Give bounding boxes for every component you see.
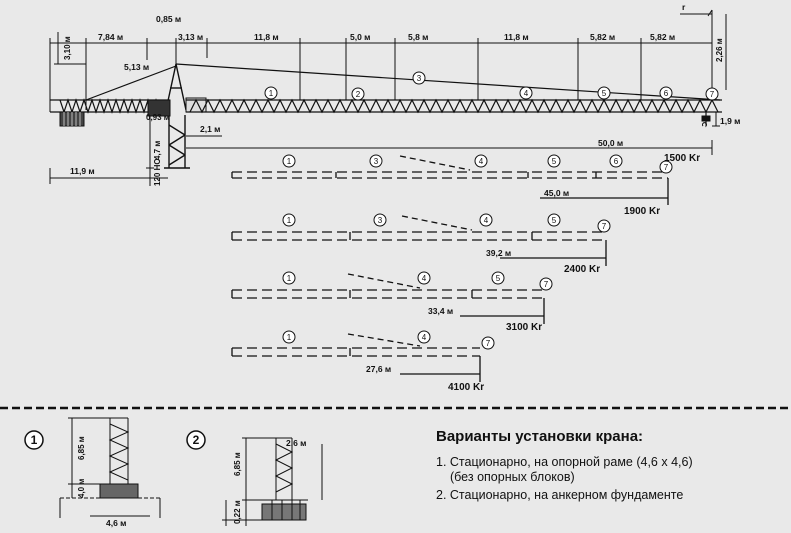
variant-2-markers: 1 3 4 5 7 [282,213,611,233]
counterweight [59,111,85,127]
dim-label: 6,85 м [233,452,242,476]
segment-marker: 7 [705,87,719,101]
segment-label: 5 [552,157,557,166]
dim-label: 5,82 м [650,32,675,42]
segment-marker: 1 [264,86,278,100]
segment-label: 1 [287,216,292,225]
segment-label: 5 [602,89,607,98]
reach-label: 33,4 м [428,306,453,316]
segment-label: 5 [496,274,501,283]
legend-item-1-sub: (без опорных блоков) [450,470,575,484]
dim-label: r [682,2,686,12]
install-number: 2 [193,433,200,447]
dim-label: 11,8 м [254,32,279,42]
variant-4-markers: 1 4 7 [282,330,495,350]
reach-label: 50,0 м [598,138,623,148]
install-labels: 1 2 6,85 м 4,0 м 4,6 м 2,6 м 6,85 м 0,22… [24,430,306,528]
dim-label: 0,22 м [233,500,242,524]
segment-label: 1 [287,333,292,342]
dim-label: 5,82 м [590,32,615,42]
dim-label: 4,6 м [106,518,126,528]
segment-label: 4 [422,333,427,342]
segment-label: 4 [479,157,484,166]
dim-label: 2,6 м [286,438,306,448]
segment-marker: 5 [597,86,611,100]
operator-cabin [147,99,171,117]
dim-label: 3,13 м [178,32,203,42]
load-label: 1500 Kr [664,153,700,164]
segment-label: 7 [544,280,549,289]
segment-label: 3 [374,157,379,166]
main-jib [175,63,722,124]
dimension-labels: 3,10 м 7,84 м 0,85 м 3,13 м 11,8 м 5,0 м… [63,2,740,186]
segment-label: 4 [422,274,427,283]
top-dimension-line [49,9,713,112]
variant-jib-3 [231,273,545,324]
variant-jib-2 [231,215,607,266]
segment-marker: 6 [659,86,673,100]
segment-label: 5 [552,216,557,225]
hook [701,115,711,128]
segment-markers: 1 2 3 4 5 6 7 [264,71,719,101]
dim-label: 5,8 м [408,32,428,42]
dim-label: 5,13 м [124,62,149,72]
dim-label: 4,7 м [153,141,162,160]
reach-label: 39,2 м [486,248,511,258]
segment-marker: 4 [519,86,533,100]
dim-label: 120 НО [153,158,162,186]
install-legend: Варианты установки крана: 1. Стационарно… [436,428,781,503]
segment-label: 3 [378,216,383,225]
dim-label: 4,0 м [77,479,86,498]
segment-label: 4 [484,216,489,225]
dim-label: 5,0 м [350,32,370,42]
segment-label: 4 [524,89,529,98]
segment-label: 1 [269,89,274,98]
reach-label: 27,6 м [366,364,391,374]
dim-label: 3,10 м [63,36,72,60]
load-label: 3100 Kr [506,322,542,333]
load-label: 4100 Kr [448,382,484,393]
load-label: 2400 Kr [564,264,600,275]
legend-title: Варианты установки крана: [436,428,644,445]
install-variant-2-drawing [222,437,323,526]
dim-label: 11,8 м [504,32,529,42]
dim-label: 6,85 м [77,436,86,460]
load-label: 1900 Kr [624,206,660,217]
segment-label: 6 [664,89,669,98]
install-variant-1-drawing [59,417,161,518]
reach-label: 45,0 м [544,188,569,198]
legend-item-1: 1. Стационарно, на опорной раме (4,6 x 4… [436,455,693,469]
segment-label: 1 [287,157,292,166]
variant-jib-4 [231,333,481,382]
dim-label: 7,84 м [98,32,123,42]
install-number: 1 [31,433,38,447]
legend-item-2: 2. Стационарно, на анкерном фундаменте [436,488,684,502]
segment-label: 2 [356,90,361,99]
variant-1-markers: 1 3 4 5 6 7 [282,154,673,174]
segment-marker: 3 [412,71,426,85]
crane-tower [164,63,190,169]
segment-label: 3 [417,74,422,83]
segment-label: 1 [287,274,292,283]
dim-label: 0,85 м [156,14,181,24]
segment-label: 7 [664,163,669,172]
dim-label: 1,9 м [720,116,740,126]
segment-label: 7 [486,339,491,348]
segment-label: 7 [602,222,607,231]
segment-label: 7 [710,90,715,99]
dim-label: 11,9 м [70,166,95,176]
dim-label: 2,1 м [200,124,220,134]
segment-marker: 2 [351,87,365,101]
dim-label: 0,93 м [146,113,170,122]
variant-loads: 50,0 м 1500 Kr 45,0 м 1900 Kr 39,2 м 240… [366,138,700,393]
segment-label: 6 [614,157,619,166]
variant-jib-1 [231,155,669,205]
variant-3-markers: 1 4 5 7 [282,271,553,291]
dim-label: 2,26 м [715,38,724,62]
